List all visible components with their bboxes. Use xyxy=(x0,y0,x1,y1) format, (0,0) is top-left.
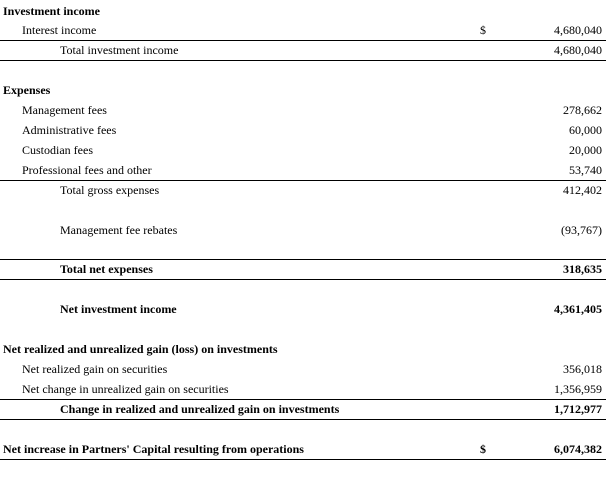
row-label: Total gross expenses xyxy=(60,183,160,197)
gain-row: Net realized gain on securities 356,018 xyxy=(0,359,608,379)
row-amount: 318,635 xyxy=(563,262,602,276)
row-amount: 356,018 xyxy=(563,362,602,376)
row-amount: 53,740 xyxy=(569,163,602,177)
row-label: Management fees xyxy=(22,103,107,117)
total-investment-income-row: Total investment income 4,680,040 xyxy=(0,40,608,60)
rule-line xyxy=(0,419,606,420)
row-label: Net change in unrealized gain on securit… xyxy=(22,382,229,396)
section-heading: Investment income xyxy=(3,4,100,18)
total-gross-expenses-row: Total gross expenses 412,402 xyxy=(0,180,608,200)
rule-line xyxy=(0,399,606,400)
row-amount: 4,361,405 xyxy=(554,302,602,316)
rule-line xyxy=(0,459,606,460)
row-amount: 412,402 xyxy=(563,183,602,197)
expense-row: Administrative fees 60,000 xyxy=(0,120,608,140)
row-label: Management fee rebates xyxy=(60,223,178,237)
rule-line xyxy=(0,180,606,181)
expense-row: Management fees 278,662 xyxy=(0,100,608,120)
row-label: Change in realized and unrealized gain o… xyxy=(60,402,340,416)
row-amount: 1,712,977 xyxy=(554,402,602,416)
rule-line xyxy=(0,40,606,41)
row-amount: 4,680,040 xyxy=(554,23,602,37)
row-label: Total investment income xyxy=(60,43,179,57)
expenses-heading-row: Expenses xyxy=(0,80,608,100)
row-amount: 1,356,959 xyxy=(554,382,602,396)
rule-line xyxy=(0,279,606,280)
row-label: Net realized gain on securities xyxy=(22,362,168,376)
interest-income-row: Interest income $ 4,680,040 xyxy=(0,20,608,40)
row-label: Net investment income xyxy=(60,302,177,316)
row-label: Interest income xyxy=(22,23,97,37)
expense-row: Custodian fees 20,000 xyxy=(0,140,608,160)
change-in-gain-row: Change in realized and unrealized gain o… xyxy=(0,399,608,419)
currency-symbol: $ xyxy=(480,442,486,456)
row-amount: 60,000 xyxy=(569,123,602,137)
investment-income-heading-row: Investment income xyxy=(0,1,608,21)
row-amount: 4,680,040 xyxy=(554,43,602,57)
management-fee-rebates-row: Management fee rebates (93,767) xyxy=(0,220,608,240)
row-label: Custodian fees xyxy=(22,143,93,157)
gain-row: Net change in unrealized gain on securit… xyxy=(0,379,608,399)
section-heading: Expenses xyxy=(3,83,51,97)
row-label: Total net expenses xyxy=(60,262,153,276)
net-increase-row: Net increase in Partners' Capital result… xyxy=(0,439,608,459)
net-investment-income-row: Net investment income 4,361,405 xyxy=(0,299,608,319)
row-label: Administrative fees xyxy=(22,123,117,137)
row-amount: 20,000 xyxy=(569,143,602,157)
currency-symbol: $ xyxy=(480,23,486,37)
rule-line xyxy=(0,259,606,260)
row-label: Net increase in Partners' Capital result… xyxy=(3,442,304,456)
total-net-expenses-row: Total net expenses 318,635 xyxy=(0,259,608,279)
expense-row: Professional fees and other 53,740 xyxy=(0,160,608,180)
section-heading: Net realized and unrealized gain (loss) … xyxy=(3,342,278,356)
row-amount: 6,074,382 xyxy=(554,442,602,456)
row-amount: (93,767) xyxy=(561,223,602,237)
gains-heading-row: Net realized and unrealized gain (loss) … xyxy=(0,339,608,359)
row-label: Professional fees and other xyxy=(22,163,152,177)
row-amount: 278,662 xyxy=(563,103,602,117)
rule-line xyxy=(0,60,606,61)
